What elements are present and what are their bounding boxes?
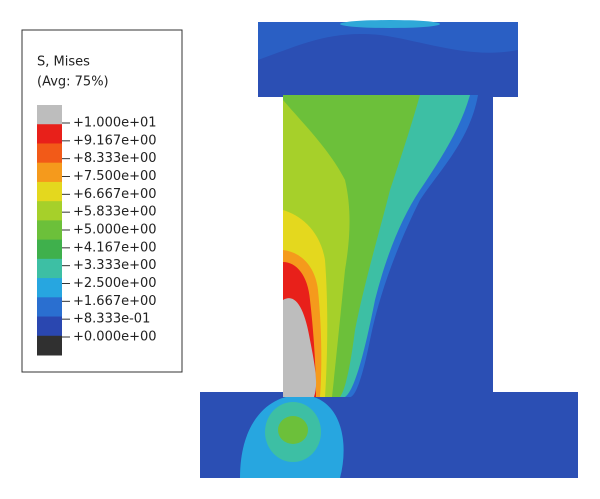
legend-swatch (37, 239, 62, 260)
legend-swatch (37, 316, 62, 337)
top-cap-contour (340, 20, 440, 28)
legend-label: +1.667e+00 (73, 294, 157, 309)
legend-swatch (37, 143, 62, 164)
legend: +1.000e+01 +9.167e+00 +8.333e+00 +7.500e+00… (37, 105, 157, 356)
legend-swatch (37, 162, 62, 183)
legend-label: +0.000e+00 (73, 330, 157, 345)
legend-swatch (37, 181, 62, 202)
legend-label: +7.500e+00 (73, 169, 157, 184)
legend-swatch (37, 124, 62, 144)
legend-subtitle: (Avg: 75%) (37, 75, 109, 90)
legend-swatch (37, 335, 62, 356)
legend-swatch (37, 278, 62, 298)
legend-label: +4.167e+00 (73, 240, 157, 255)
legend-label: +5.833e+00 (73, 205, 157, 220)
legend-label: +2.500e+00 (73, 276, 157, 291)
model (200, 20, 578, 478)
legend-label: +3.333e+00 (73, 258, 157, 273)
legend-swatch (37, 220, 62, 241)
legend-label: +1.000e+01 (73, 116, 157, 131)
legend-label: +6.667e+00 (73, 187, 157, 202)
top-cap-contour (258, 22, 518, 60)
legend-label: +9.167e+00 (73, 133, 157, 148)
legend-swatch (37, 201, 62, 221)
legend-label: +8.333e-01 (73, 312, 150, 327)
legend-label: +8.333e+00 (73, 151, 157, 166)
column-contour (283, 298, 317, 397)
legend-title: S, Mises (37, 55, 90, 70)
legend-swatch (37, 297, 62, 318)
legend-swatch (37, 105, 62, 125)
legend-label: +5.000e+00 (73, 223, 157, 238)
legend-swatch (37, 258, 62, 279)
base-contour (278, 416, 308, 444)
